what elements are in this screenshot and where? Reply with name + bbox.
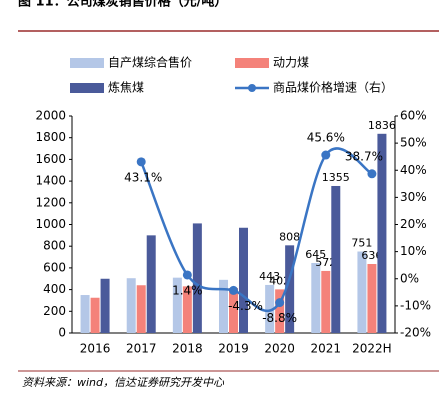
y2-tick-label: 50% xyxy=(400,136,427,150)
legend-swatch xyxy=(70,58,104,68)
line-marker xyxy=(275,298,285,308)
x-tick-label: 2021 xyxy=(311,342,342,356)
bar xyxy=(239,227,248,333)
bar xyxy=(377,133,387,333)
data-label: 43.1% xyxy=(124,170,162,184)
data-label: -4.3% xyxy=(228,299,263,313)
bar xyxy=(192,223,202,333)
bar xyxy=(80,295,90,333)
bar xyxy=(136,285,146,333)
data-label: 443 xyxy=(259,270,280,283)
y-tick-label: 1200 xyxy=(35,195,66,209)
legend-swatch xyxy=(70,83,104,93)
legend-swatch xyxy=(235,58,269,68)
bar xyxy=(172,277,182,333)
y-tick-label: 800 xyxy=(43,239,66,253)
data-label: 45.6% xyxy=(307,131,345,145)
y-tick-label: 600 xyxy=(43,260,66,274)
y-tick-label: 400 xyxy=(43,282,66,296)
data-label: 402 xyxy=(269,274,290,287)
data-label: 645 xyxy=(305,248,326,261)
data-label: 751 xyxy=(351,237,372,250)
data-label: 1836 xyxy=(368,119,396,132)
bar xyxy=(331,185,341,333)
y2-tick-label: -20% xyxy=(400,326,431,340)
bar xyxy=(275,289,285,333)
legend-label: 炼焦煤 xyxy=(108,80,144,95)
bar xyxy=(219,279,228,333)
y-tick-label: 0 xyxy=(58,326,66,340)
y2-tick-label: 0% xyxy=(400,271,419,285)
x-tick-label: 2019 xyxy=(218,342,249,356)
bar xyxy=(367,263,377,333)
bar xyxy=(285,245,295,333)
y2-tick-label: 30% xyxy=(400,190,427,204)
legend-marker xyxy=(248,84,256,92)
x-tick-label: 2016 xyxy=(80,342,111,356)
line-marker xyxy=(136,157,146,167)
bar xyxy=(100,278,110,333)
chart-title: 图 11：公司煤炭销售价格（元/吨） xyxy=(18,0,227,10)
bar xyxy=(126,278,136,333)
x-tick-label: 2020 xyxy=(264,342,295,356)
x-tick-label: 2017 xyxy=(126,342,157,356)
line-marker xyxy=(367,169,377,179)
data-label: -8.8% xyxy=(262,311,297,325)
legend-label: 动力煤 xyxy=(273,56,309,70)
y-tick-label: 1400 xyxy=(35,174,66,188)
bar xyxy=(311,263,321,333)
y2-tick-label: 40% xyxy=(400,163,427,177)
line-marker xyxy=(229,285,238,295)
y2-tick-label: 10% xyxy=(400,244,427,258)
y-tick-label: 2000 xyxy=(35,109,66,123)
data-label: 636 xyxy=(361,249,382,262)
y2-tick-label: -10% xyxy=(400,298,431,312)
bar xyxy=(265,284,275,333)
legend-label: 自产煤综合售价 xyxy=(108,55,192,70)
data-label: 38.7% xyxy=(345,149,383,163)
y-tick-label: 1800 xyxy=(35,130,66,144)
y-tick-label: 1000 xyxy=(35,217,66,231)
data-label: 572 xyxy=(315,256,336,269)
y2-tick-label: 20% xyxy=(400,217,427,231)
x-tick-label: 2018 xyxy=(172,342,203,356)
data-label: 808 xyxy=(279,230,300,243)
data-label: 1.4% xyxy=(172,283,203,297)
bar xyxy=(182,286,192,333)
line-marker xyxy=(321,150,331,160)
data-label: 1355 xyxy=(322,171,350,184)
y-tick-label: 1600 xyxy=(35,152,66,166)
y2-tick-label: 60% xyxy=(400,109,427,123)
bar xyxy=(357,251,367,333)
line-marker xyxy=(182,270,192,280)
y-tick-label: 200 xyxy=(43,304,66,318)
bar xyxy=(321,270,331,333)
bar xyxy=(90,297,100,333)
bar xyxy=(229,287,238,333)
legend-label: 商品煤价格增速（右） xyxy=(273,80,393,95)
source: 资料来源：wind，信达证券研究开发中心 xyxy=(22,376,225,389)
bar xyxy=(146,235,156,333)
x-tick-label: 2022H xyxy=(352,342,392,356)
